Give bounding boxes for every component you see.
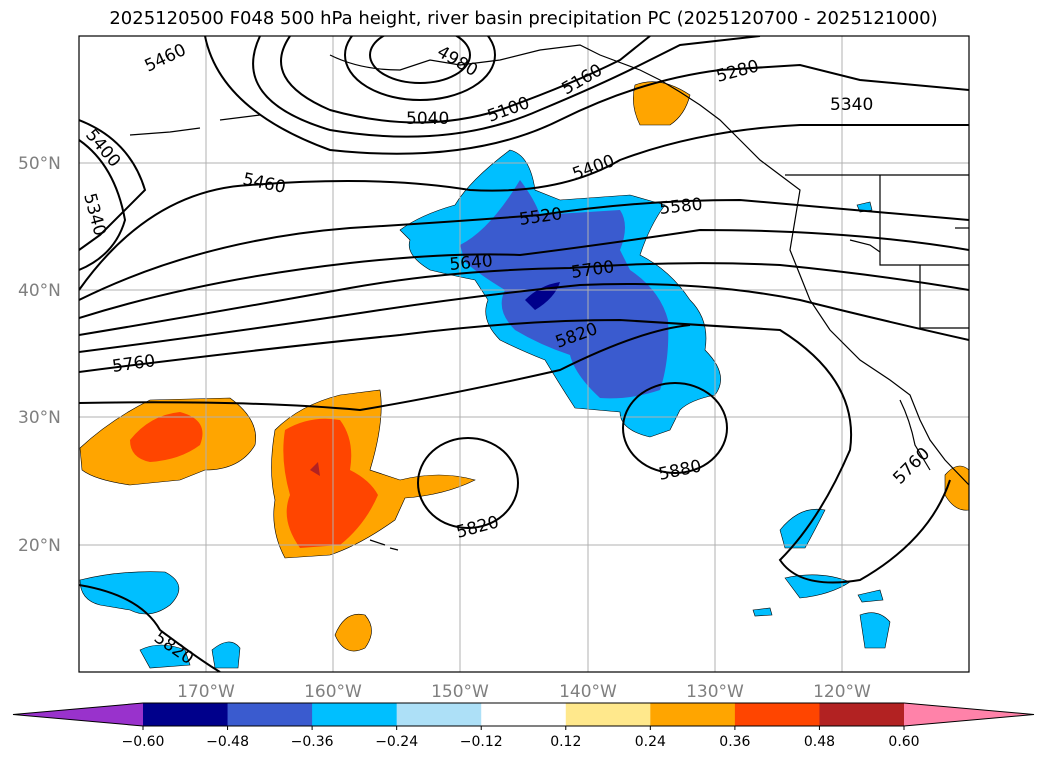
colorbar-segment <box>734 703 820 726</box>
height-contours <box>79 36 969 672</box>
colorbar-segment <box>565 703 651 726</box>
colorbar-tick-label: −0.48 <box>206 734 249 750</box>
contour-label: 5880 <box>657 456 703 485</box>
colorbar-segment <box>143 703 229 726</box>
colorbar-tick-label: −0.24 <box>375 734 418 750</box>
colorbar-tick-label: −0.60 <box>122 734 165 750</box>
contour-label: 5460 <box>241 169 287 198</box>
map-title: 2025120500 F048 500 hPa height, river ba… <box>109 8 938 29</box>
lon-label: 140°W <box>559 682 617 702</box>
colorbar-tick-label: 0.12 <box>550 734 581 750</box>
contour-labels: 5460 4980 5160 5280 5340 5040 5100 5400 … <box>79 40 934 669</box>
contour-label: 5460 <box>142 40 190 76</box>
colorbar-ticks: −0.60 −0.48 −0.36 −0.24 −0.12 0.12 0.24 0.36 0.4… <box>122 726 920 750</box>
colorbar-tick-label: −0.12 <box>460 734 503 750</box>
contour-label: 5040 <box>406 109 449 129</box>
contour-label: 5340 <box>830 95 873 115</box>
contour-label: 5820 <box>454 512 501 543</box>
lat-label: 50°N <box>18 154 61 174</box>
colorbar-segment <box>481 703 567 726</box>
contour-label: 5640 <box>449 251 494 275</box>
map-panel: 5460 4980 5160 5280 5340 5040 5100 5400 … <box>79 36 969 672</box>
lon-label: 160°W <box>304 682 362 702</box>
colorbar-extend-high <box>904 703 1034 726</box>
map-frame <box>78 35 970 673</box>
contour-label: 5760 <box>111 351 157 377</box>
colorbar <box>12 702 1035 727</box>
colorbar-segment <box>312 703 398 726</box>
lon-label: 150°W <box>431 682 489 702</box>
contour-label: 4980 <box>434 42 481 81</box>
contour-label: 5340 <box>79 191 110 238</box>
precip-positive <box>79 81 969 652</box>
graticule <box>79 36 969 672</box>
lon-label: 130°W <box>686 682 744 702</box>
lat-label: 30°N <box>18 408 61 428</box>
colorbar-tick-label: 0.24 <box>635 734 666 750</box>
colorbar-segment <box>819 703 905 726</box>
lat-label: 40°N <box>18 281 61 301</box>
colorbar-segment <box>227 703 313 726</box>
colorbar-tick-label: 0.60 <box>888 734 919 750</box>
latitude-labels: 50°N 40°N 30°N 20°N <box>18 154 61 556</box>
lon-label: 170°W <box>177 682 235 702</box>
lat-label: 20°N <box>18 536 61 556</box>
colorbar-extend-low <box>13 703 143 726</box>
colorbar-tick-label: −0.36 <box>291 734 334 750</box>
contour-label: 5280 <box>714 56 761 87</box>
contour-label: 5400 <box>570 151 617 185</box>
colorbar-segment <box>396 703 482 726</box>
contour-label: 5580 <box>658 195 703 219</box>
colorbar-tick-label: 0.48 <box>804 734 835 750</box>
colorbar-tick-label: 0.36 <box>719 734 750 750</box>
longitude-labels: 170°W 160°W 150°W 140°W 130°W 120°W <box>177 682 871 702</box>
colorbar-segment <box>650 703 736 726</box>
contour-label: 5160 <box>559 60 606 99</box>
lon-label: 120°W <box>813 682 871 702</box>
